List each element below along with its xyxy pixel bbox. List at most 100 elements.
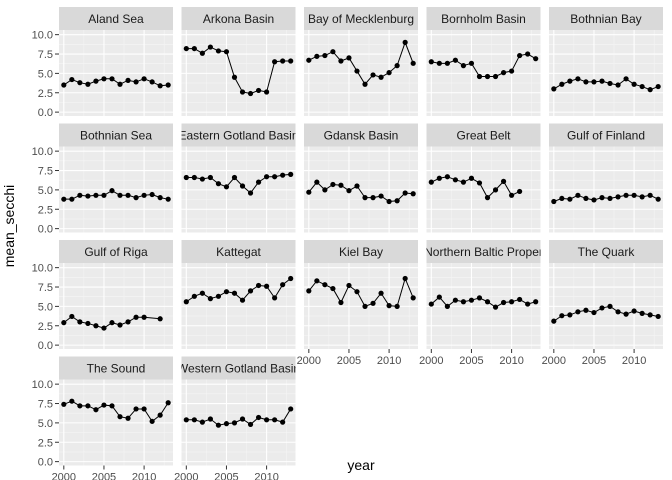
facet-panel-kattegat: Kattegat xyxy=(181,240,296,349)
data-point xyxy=(85,193,91,199)
data-point xyxy=(255,414,262,421)
data-point xyxy=(647,312,653,318)
data-point xyxy=(452,177,459,183)
data-point xyxy=(575,309,581,315)
data-point xyxy=(109,320,115,326)
data-point xyxy=(460,63,467,69)
data-point xyxy=(460,179,467,185)
data-point xyxy=(141,314,147,320)
data-point xyxy=(517,188,523,195)
data-point xyxy=(157,316,163,322)
data-point xyxy=(346,188,352,194)
data-point xyxy=(280,282,286,288)
facet-strip-label: Kiel Bay xyxy=(339,245,383,259)
facet-strip-label: Bothnian Sea xyxy=(80,129,152,143)
facet-panel-great-belt: Great Belt xyxy=(426,123,541,233)
data-point xyxy=(354,68,360,74)
data-point xyxy=(533,56,539,62)
facet-strip-label: Northern Baltic Proper xyxy=(424,245,543,259)
data-point xyxy=(133,406,139,412)
data-point xyxy=(492,73,499,80)
data-point xyxy=(223,421,230,427)
data-point xyxy=(77,319,83,325)
data-point xyxy=(559,313,565,319)
data-point xyxy=(476,73,483,80)
data-point xyxy=(280,419,286,425)
data-point xyxy=(428,59,434,65)
x-tick-label: 2000 xyxy=(419,355,443,367)
data-point xyxy=(370,72,376,78)
data-point xyxy=(500,178,507,184)
data-point xyxy=(583,79,589,85)
y-tick-label: 10.0 xyxy=(32,379,53,391)
facet-strip xyxy=(59,356,173,380)
y-tick-label: 5.0 xyxy=(38,418,53,430)
data-point xyxy=(61,196,67,202)
facet-strip xyxy=(304,7,418,30)
data-point xyxy=(492,304,499,310)
data-point xyxy=(338,299,344,306)
facet-panel-kiel-bay: Kiel Bay xyxy=(304,240,418,349)
data-point xyxy=(402,190,408,196)
facet-strip xyxy=(426,123,541,147)
data-point xyxy=(623,76,629,82)
y-tick-label: 0.0 xyxy=(38,107,53,119)
facet-strip-label: Great Belt xyxy=(456,129,511,143)
data-point xyxy=(77,80,83,86)
data-point xyxy=(354,183,360,189)
facet-panel-gulf-of-riga: Gulf of Riga xyxy=(59,240,173,349)
data-point xyxy=(517,52,523,59)
data-point xyxy=(109,188,115,194)
data-point xyxy=(460,299,467,305)
data-point xyxy=(468,297,475,303)
y-tick-label: 7.5 xyxy=(38,166,53,178)
facet-strip xyxy=(181,7,296,30)
data-point xyxy=(623,192,629,198)
data-point xyxy=(141,192,147,198)
facet-panel-the-quark: The Quark xyxy=(549,240,663,349)
facet-strip-label: Gulf of Finland xyxy=(567,129,645,143)
facet-strip xyxy=(304,123,418,147)
data-point xyxy=(615,309,621,315)
data-point xyxy=(647,87,653,93)
data-point xyxy=(215,181,222,187)
data-point xyxy=(436,175,442,181)
data-point xyxy=(306,288,312,294)
data-point xyxy=(69,196,75,202)
data-point xyxy=(370,300,376,306)
facet-strip-label: Bay of Mecklenburg xyxy=(308,12,414,26)
data-point xyxy=(322,187,328,193)
data-point xyxy=(436,60,442,66)
facet-strip xyxy=(181,240,296,263)
x-tick-label: 2010 xyxy=(499,355,523,367)
data-point xyxy=(280,58,286,64)
data-point xyxy=(101,192,107,198)
data-point xyxy=(272,295,278,301)
data-point xyxy=(551,318,557,324)
data-point xyxy=(141,76,147,82)
data-point xyxy=(394,198,400,204)
y-tick-label: 2.5 xyxy=(38,204,53,216)
data-point xyxy=(330,49,336,55)
data-point xyxy=(639,83,645,90)
data-point xyxy=(239,297,246,303)
data-point xyxy=(394,303,400,309)
y-tick-label: 7.5 xyxy=(38,282,53,294)
x-tick-label: 2000 xyxy=(174,472,198,480)
x-axis-title: year xyxy=(347,457,375,473)
data-point xyxy=(314,179,320,185)
data-point xyxy=(591,197,597,203)
data-point xyxy=(255,87,262,94)
data-point xyxy=(306,189,312,195)
data-point xyxy=(647,192,653,198)
data-point xyxy=(655,196,661,202)
data-point xyxy=(525,51,531,57)
data-point xyxy=(559,81,565,87)
data-point xyxy=(191,293,197,299)
data-point xyxy=(346,55,352,61)
facet-panel-arkona-basin: Arkona Basin xyxy=(181,7,296,116)
facet-strip xyxy=(426,7,541,30)
data-point xyxy=(133,314,139,320)
data-point xyxy=(247,190,254,196)
data-point xyxy=(378,290,384,296)
